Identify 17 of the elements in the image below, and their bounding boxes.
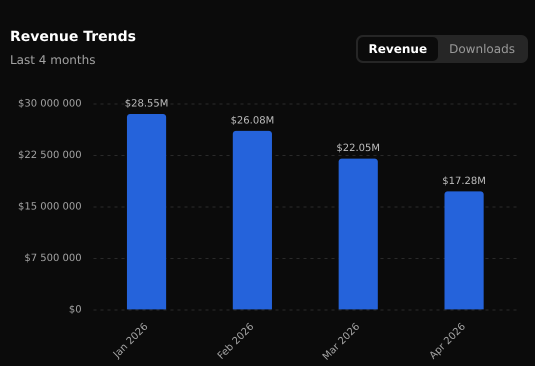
data-label: $22.05M xyxy=(336,143,380,154)
data-label: $17.28M xyxy=(442,176,486,187)
bar xyxy=(126,114,166,310)
y-tick-label: $15 000 000 xyxy=(18,202,82,213)
y-tick-label: $30 000 000 xyxy=(18,98,82,110)
y-tick-label: $7 500 000 xyxy=(24,253,82,264)
bar xyxy=(232,130,272,310)
text: Revenue xyxy=(358,37,438,61)
text: Downloads xyxy=(438,37,526,61)
chart-title: Revenue Trends xyxy=(10,29,136,45)
y-tick-label: $22 500 000 xyxy=(18,150,82,162)
y-tick-label: $0 xyxy=(68,304,82,316)
bar xyxy=(444,191,484,310)
data-label: $26.08M xyxy=(230,116,274,126)
data-label: $28.55M xyxy=(124,98,168,110)
chart-subtitle: Last 4 months xyxy=(10,53,96,67)
bar xyxy=(338,158,378,310)
